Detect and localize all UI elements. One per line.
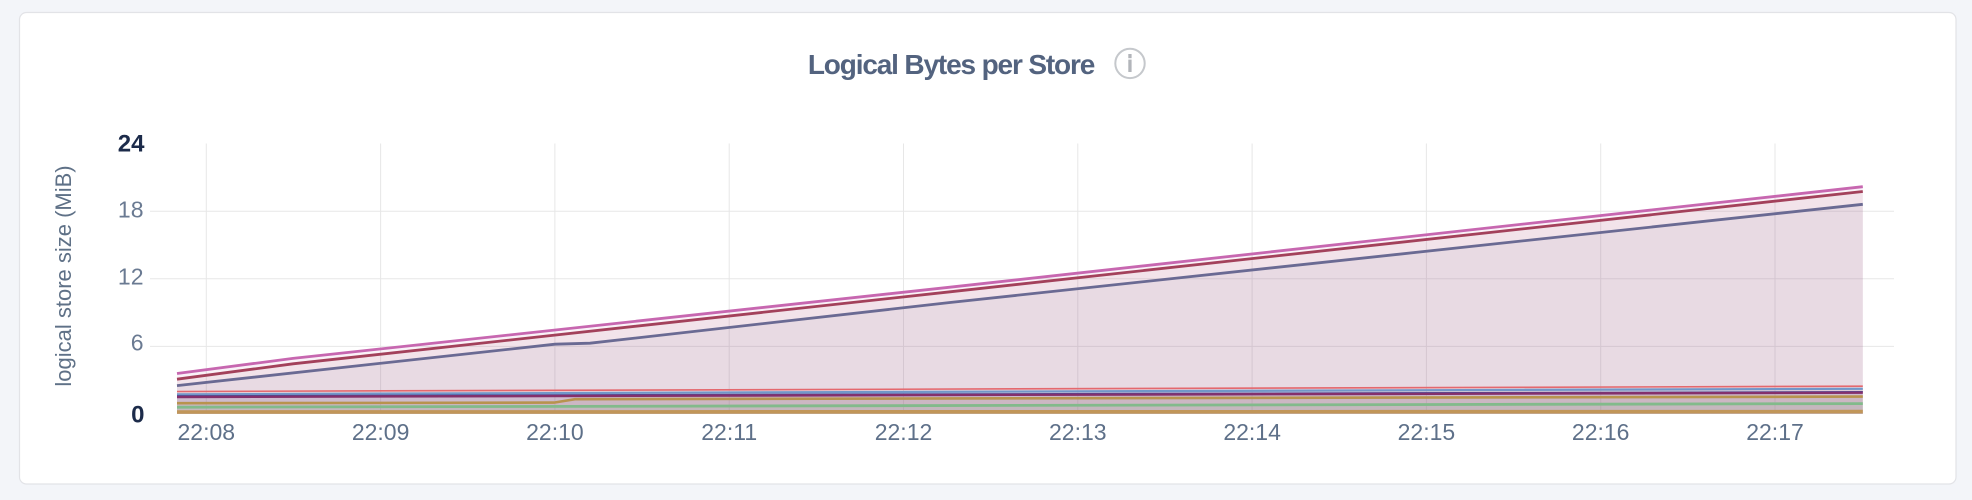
svg-text:18: 18	[118, 197, 144, 223]
svg-text:22:10: 22:10	[526, 419, 584, 445]
svg-text:22:08: 22:08	[178, 419, 236, 445]
svg-text:22:13: 22:13	[1049, 419, 1107, 445]
svg-text:0: 0	[131, 402, 144, 429]
svg-text:22:16: 22:16	[1572, 419, 1630, 445]
svg-text:24: 24	[118, 131, 145, 158]
svg-text:22:17: 22:17	[1746, 419, 1804, 445]
svg-text:22:15: 22:15	[1398, 419, 1456, 445]
svg-text:22:09: 22:09	[352, 419, 410, 445]
svg-text:22:14: 22:14	[1223, 419, 1281, 445]
svg-text:logical store size (MiB): logical store size (MiB)	[51, 165, 76, 386]
svg-text:22:12: 22:12	[875, 419, 933, 445]
svg-text:12: 12	[118, 264, 144, 290]
svg-text:Logical Bytes per Store: Logical Bytes per Store	[808, 49, 1095, 80]
svg-text:6: 6	[131, 330, 144, 356]
svg-text:22:11: 22:11	[701, 419, 757, 445]
